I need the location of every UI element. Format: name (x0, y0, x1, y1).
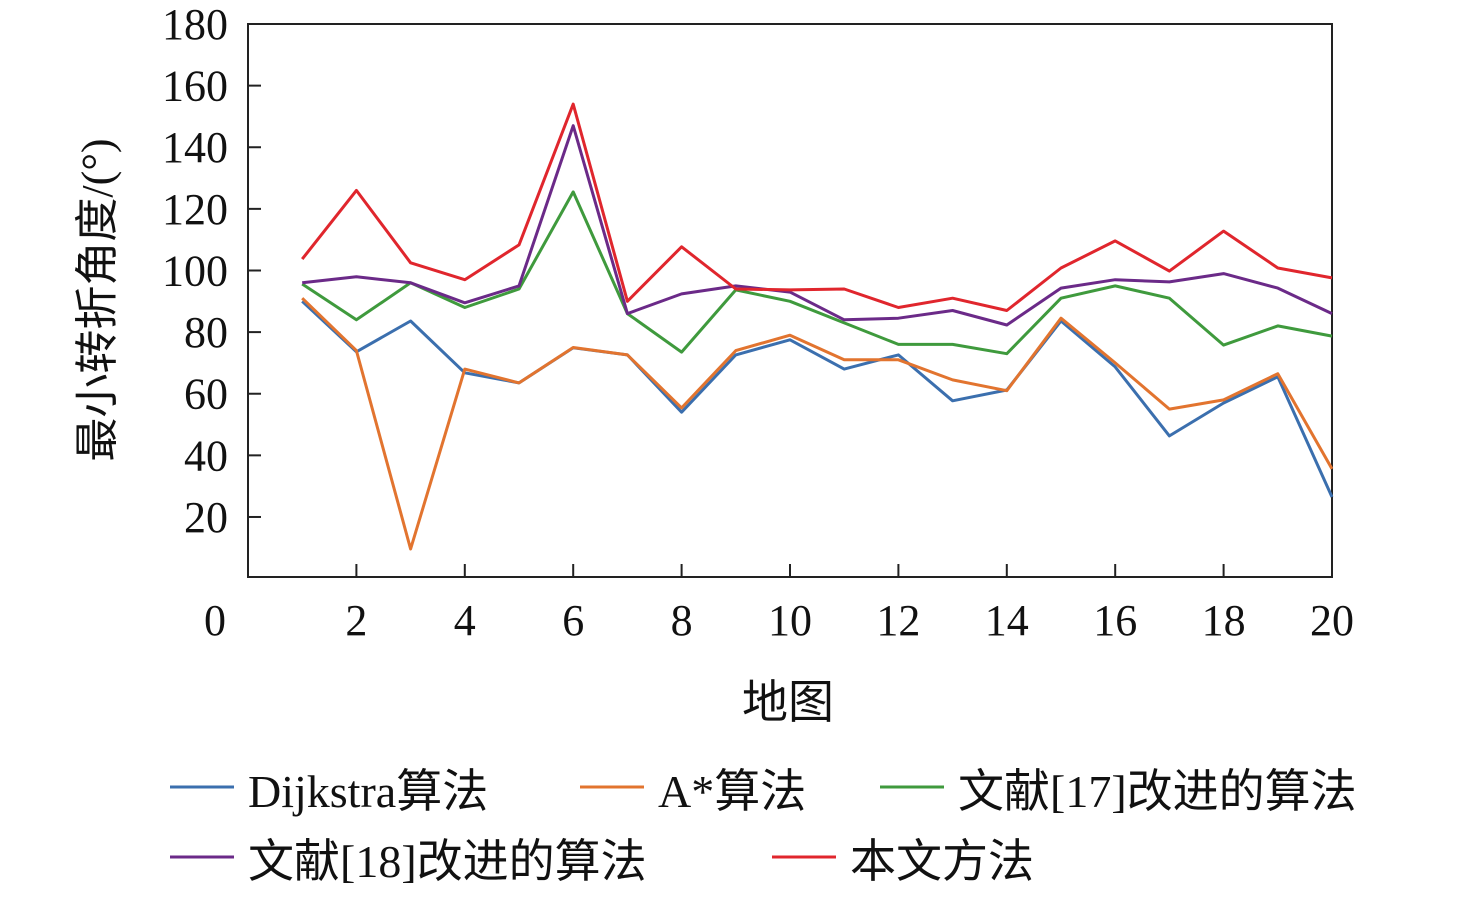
x-tick-label: 2 (345, 596, 367, 645)
y-tick-label: 20 (184, 493, 228, 542)
legend-label: A*算法 (658, 766, 806, 817)
x-axis-label: 地图 (742, 677, 834, 728)
y-tick-label: 180 (162, 0, 228, 49)
y-axis-label: 最小转折角度/(°) (73, 138, 122, 461)
x-tick-label: 20 (1310, 596, 1354, 645)
x-tick-label: 18 (1202, 596, 1246, 645)
y-tick-label: 160 (162, 62, 228, 111)
origin-label: 0 (204, 596, 226, 645)
series-line (301, 190, 1333, 356)
legend-label: 文献[18]改进的算法 (248, 836, 647, 887)
x-tick-label: 8 (671, 596, 693, 645)
legend-label: Dijkstra算法 (248, 766, 488, 817)
x-tick-label: 10 (768, 596, 812, 645)
y-tick-label: 120 (162, 185, 228, 234)
x-tick-label: 14 (985, 596, 1029, 645)
x-tick-label: 16 (1093, 596, 1137, 645)
legend-label: 文献[17]改进的算法 (958, 766, 1357, 817)
y-tick-label: 40 (184, 431, 228, 480)
y-tick-label: 60 (184, 370, 228, 419)
x-tick-label: 6 (562, 596, 584, 645)
series-line (301, 300, 1334, 498)
legend-label: 本文方法 (850, 836, 1034, 887)
y-tick-label: 100 (162, 246, 228, 295)
series-line (301, 297, 1334, 551)
y-tick-label: 80 (184, 308, 228, 357)
x-tick-label: 4 (454, 596, 476, 645)
x-tick-label: 12 (876, 596, 920, 645)
series-line (302, 124, 1333, 327)
series-line (301, 102, 1333, 312)
y-tick-label: 140 (162, 123, 228, 172)
